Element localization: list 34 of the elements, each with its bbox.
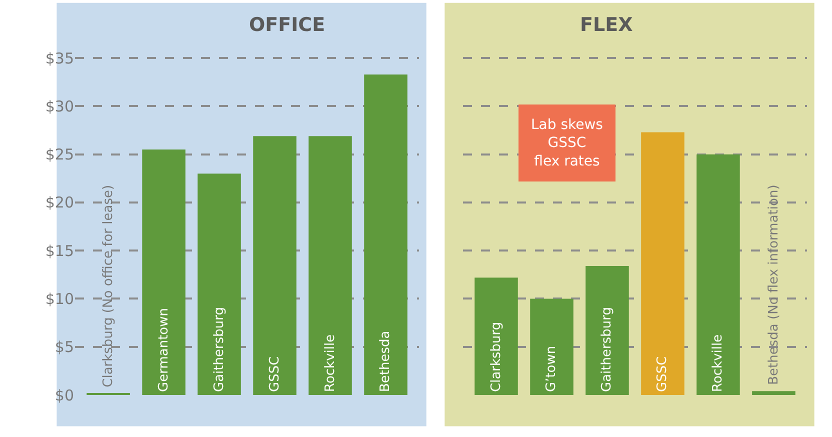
- category-label: Clarksburg: [488, 322, 504, 392]
- y-tick-label: $15: [45, 242, 74, 260]
- y-tick-label: $5: [54, 338, 74, 356]
- category-label: Clarksburg (No office for lease): [101, 184, 116, 388]
- annotation: Lab skews GSSC flex rates: [531, 117, 603, 170]
- bar: [752, 391, 796, 395]
- category-label: Germantown: [156, 308, 172, 392]
- bar: [198, 174, 241, 395]
- y-tick-label: $25: [45, 146, 74, 164]
- category-label: Gaithersburg: [600, 307, 615, 392]
- category-label: Rockville: [322, 334, 338, 392]
- bar: [530, 298, 574, 395]
- bar: [308, 136, 352, 395]
- y-tick-label: $35: [45, 49, 74, 68]
- category-label: Rockville: [710, 334, 726, 392]
- bar: [142, 150, 186, 395]
- category-label: Bethesda: [378, 330, 394, 392]
- bar: [586, 266, 629, 395]
- y-tick-label: $30: [45, 97, 74, 116]
- chart-title: OFFICE: [249, 14, 326, 36]
- bar: [474, 278, 518, 395]
- bar: [641, 132, 684, 395]
- y-tick-label: $20: [45, 194, 74, 212]
- category-label: G’town: [544, 346, 560, 392]
- category-label: GSSC: [267, 356, 282, 392]
- bar: [253, 136, 296, 395]
- category-label: Bethesda (No flex information): [766, 184, 782, 385]
- bar: [696, 154, 740, 395]
- category-label: GSSC: [655, 356, 670, 392]
- bar: [364, 74, 408, 395]
- y-tick-label: $10: [45, 290, 74, 308]
- y-tick-label: $0: [54, 386, 74, 404]
- chart-title: FLEX: [580, 14, 634, 36]
- category-label: Gaithersburg: [212, 307, 227, 392]
